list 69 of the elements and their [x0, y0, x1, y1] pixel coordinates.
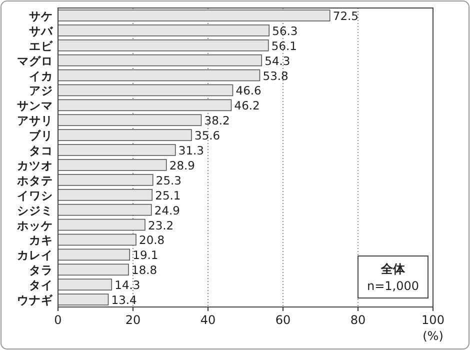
bar — [58, 204, 152, 216]
data-label: 46.6 — [236, 84, 262, 98]
data-label: 72.5 — [332, 8, 358, 23]
bar — [58, 278, 112, 290]
y-tick-label: タラ — [29, 263, 53, 278]
x-tick-label: 40 — [200, 313, 216, 327]
y-tick-label: ブリ — [29, 128, 53, 143]
bar — [58, 99, 232, 112]
y-tick-label: サバ — [29, 24, 54, 38]
y-tick-label: アジ — [29, 84, 53, 98]
annotation: 全体 — [380, 262, 406, 276]
bar — [58, 54, 262, 66]
y-tick-label: タイ — [29, 278, 53, 292]
x-tick-label: 20 — [125, 313, 141, 327]
data-label: 25.1 — [155, 188, 181, 202]
data-label: 54.3 — [264, 54, 290, 68]
bar — [58, 39, 269, 52]
y-tick-label: サケ — [29, 8, 53, 23]
data-label: 28.9 — [169, 158, 195, 172]
data-label: 38.2 — [204, 114, 230, 128]
y-tick-label: シジミ — [17, 203, 53, 218]
y-tick-label: エビ — [29, 38, 54, 53]
bar — [58, 248, 130, 261]
data-label: 24.9 — [154, 203, 180, 218]
bar — [58, 188, 153, 201]
data-label: 53.8 — [262, 68, 288, 83]
y-tick-label: イカ — [29, 68, 53, 83]
bar — [58, 69, 260, 82]
y-tick-label: ホッケ — [16, 218, 53, 232]
bar — [58, 264, 129, 276]
y-tick-label: サンマ — [17, 98, 53, 113]
y-tick-label: カキ — [29, 233, 53, 248]
data-label: 18.8 — [132, 263, 158, 278]
data-label: 56.3 — [272, 24, 298, 38]
bar — [58, 294, 109, 306]
y-tick-label: イワシ — [17, 188, 53, 202]
data-label: 13.4 — [111, 293, 137, 308]
annotation: n=1,000 — [366, 279, 420, 293]
y-tick-label: ホタテ — [16, 173, 53, 188]
bar — [58, 144, 176, 156]
data-label: 56.1 — [271, 38, 297, 53]
data-label: 46.2 — [234, 98, 260, 113]
x-tick-label: 100 — [422, 313, 444, 327]
x-tick-label: 80 — [350, 313, 366, 327]
data-label: 20.8 — [139, 233, 165, 248]
y-tick-label: アサリ — [17, 114, 53, 128]
y-tick-label: タコ — [29, 144, 53, 158]
bar — [58, 218, 146, 231]
bar — [58, 129, 192, 141]
data-label: 25.3 — [156, 173, 182, 188]
bar — [58, 84, 234, 96]
bar — [58, 174, 154, 186]
data-label: 19.1 — [132, 248, 158, 262]
bar — [58, 159, 167, 171]
data-label: 31.3 — [178, 144, 204, 158]
x-tick-label: 0 — [54, 313, 62, 327]
y-tick-label: カレイ — [17, 248, 53, 262]
data-label: 23.2 — [148, 218, 174, 232]
bar — [58, 24, 270, 36]
bar — [58, 114, 202, 126]
data-label: 35.6 — [194, 128, 220, 143]
x-axis-title: (%) — [422, 329, 444, 343]
bar — [58, 234, 136, 246]
x-tick-label: 60 — [275, 313, 291, 327]
y-tick-label: カツオ — [17, 158, 53, 172]
data-label: 14.3 — [114, 278, 140, 292]
y-tick-label: ウナギ — [17, 293, 54, 308]
y-tick-label: マグロ — [17, 54, 53, 68]
bar — [58, 10, 330, 22]
